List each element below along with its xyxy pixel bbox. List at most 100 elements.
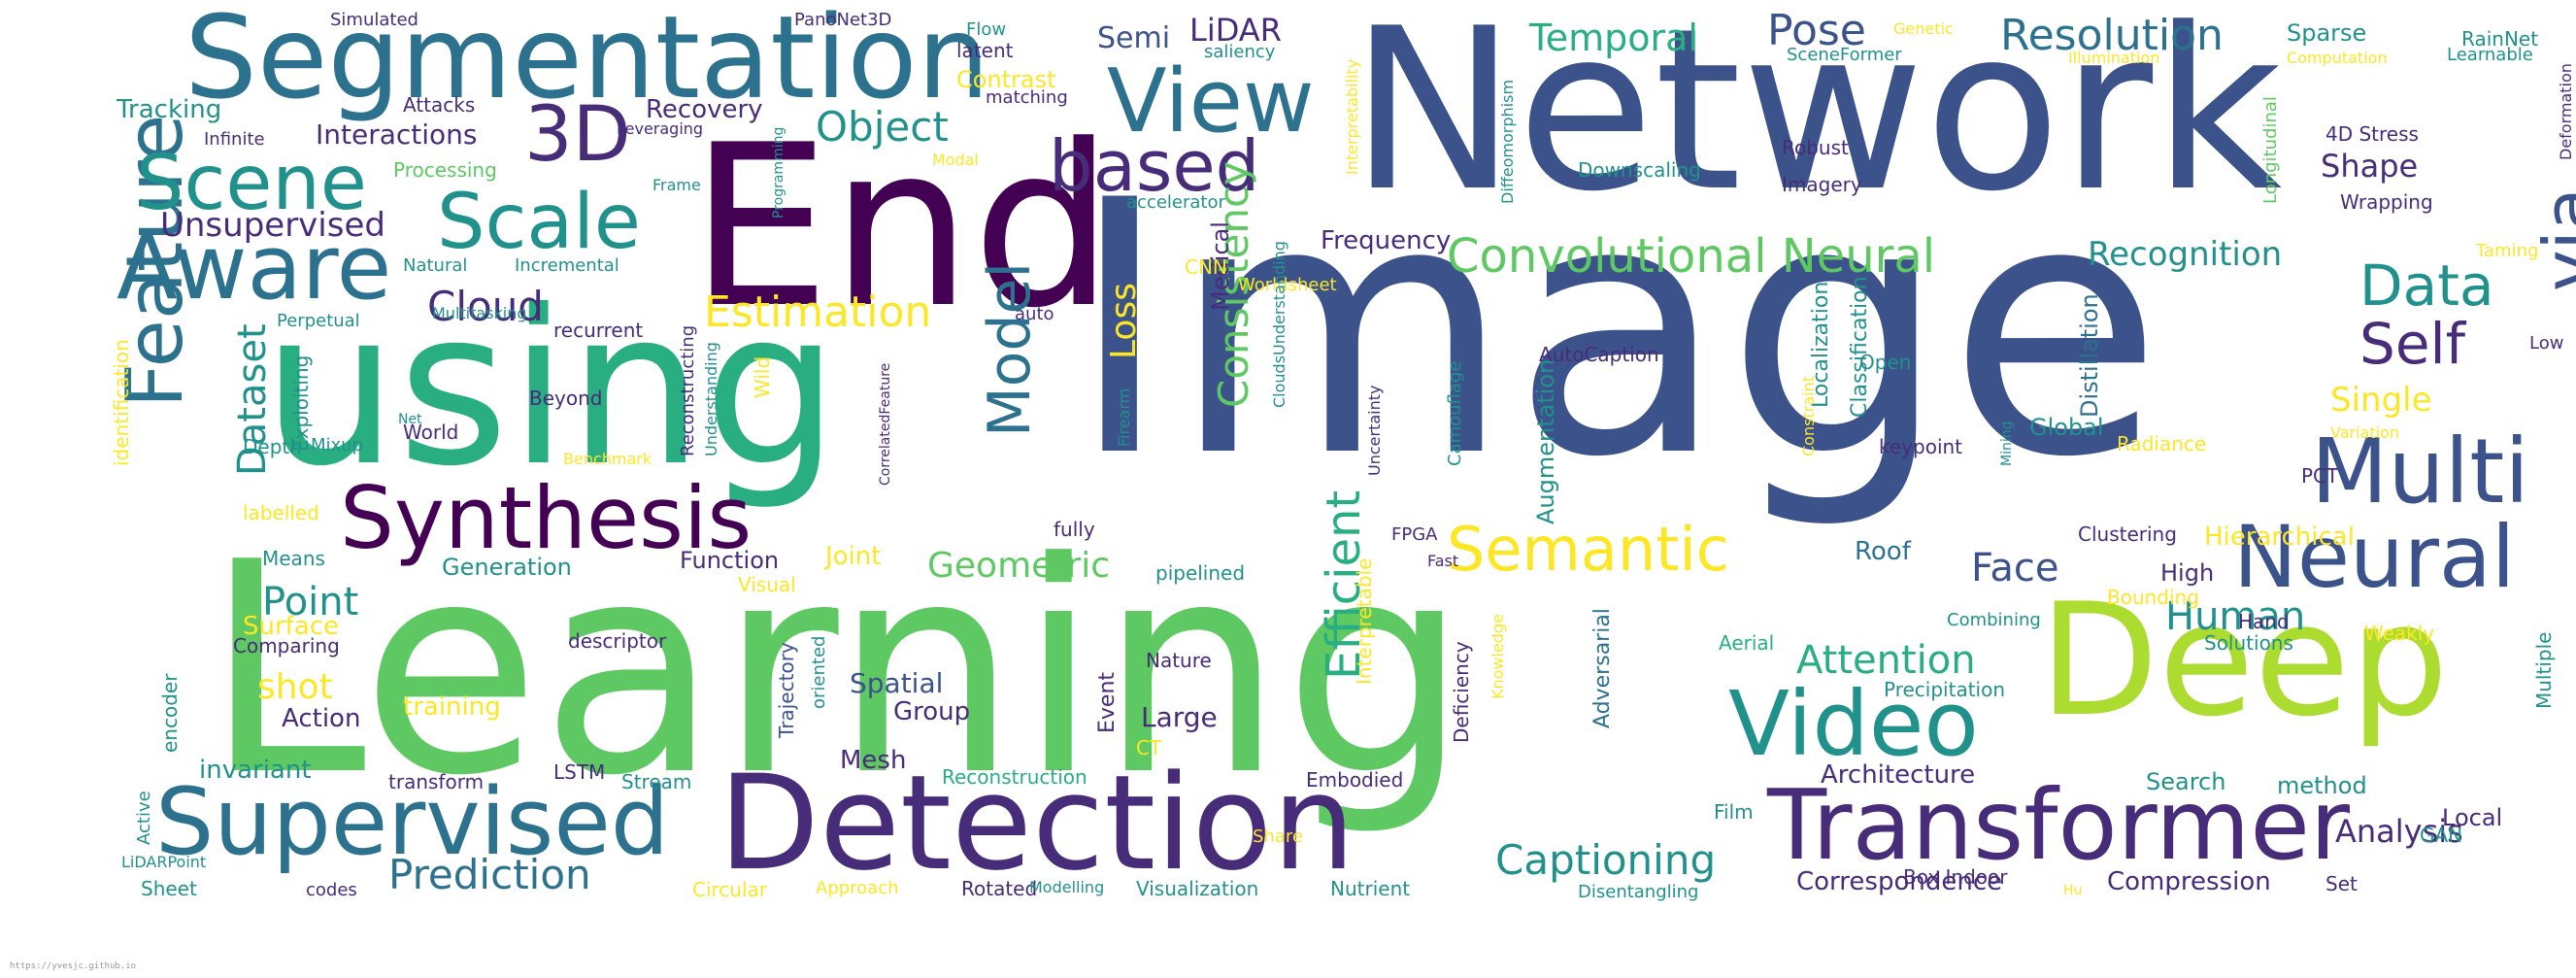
cloud-word: Nature <box>1146 649 1212 672</box>
cloud-word: Attention <box>1796 638 1976 683</box>
cloud-word: Trajectory <box>775 642 798 738</box>
cloud-word: Firearm <box>1115 388 1133 447</box>
cloud-word: Radiance <box>2117 432 2207 455</box>
cloud-word: Classification <box>1848 276 1872 418</box>
cloud-word: Geometric <box>927 546 1110 586</box>
cloud-word: Comparing <box>233 634 340 658</box>
cloud-word: Interactions <box>316 118 478 151</box>
cloud-word: Learning <box>204 500 1469 839</box>
cloud-word: Flow <box>966 19 1007 40</box>
cloud-word: Local <box>2442 804 2503 831</box>
cloud-word: End <box>689 98 1115 357</box>
cloud-word: codes <box>306 880 357 900</box>
cloud-word: Low <box>2529 333 2564 354</box>
cloud-word: saliency <box>1204 42 1276 62</box>
cloud-word: latent <box>956 39 1014 62</box>
cloud-word: Data <box>2359 253 2494 319</box>
cloud-word: Event <box>1095 671 1120 733</box>
cloud-word: Deformation <box>2557 63 2575 160</box>
cloud-word: View <box>1107 51 1315 152</box>
cloud-word: Leveraging <box>617 119 704 138</box>
cloud-word: Image <box>1068 126 2163 533</box>
cloud-word: labelled <box>243 501 319 524</box>
cloud-word: accelerator <box>1126 192 1225 213</box>
cloud-word: Detection <box>719 747 1355 899</box>
cloud-word: 4D Stress <box>2325 122 2419 146</box>
cloud-word: Modelling <box>1029 878 1105 896</box>
cloud-word: AutoCaption <box>1539 343 1659 366</box>
cloud-word: Function <box>680 547 780 574</box>
cloud-word: Hierarchical <box>2204 523 2355 552</box>
cloud-word: Model <box>976 261 1044 437</box>
cloud-word: Semi <box>1097 21 1171 55</box>
cloud-word: Visualization <box>1136 877 1259 900</box>
cloud-word: Bounding <box>2107 586 2199 609</box>
cloud-word: Disentangling <box>1578 882 1699 902</box>
cloud-word: Beyond <box>529 387 603 410</box>
cloud-word: Generation <box>442 554 572 581</box>
cloud-word: Rotated <box>961 877 1038 900</box>
cloud-word: Wrapping <box>2340 190 2433 214</box>
cloud-word: Deficiency <box>1450 641 1473 743</box>
cloud-word: Resolution <box>2000 11 2224 60</box>
cloud-word: based <box>1049 125 1260 207</box>
cloud-word: Global <box>2029 414 2104 441</box>
cloud-word: Nutrient <box>1330 877 1411 900</box>
cloud-word: Perpetual <box>277 311 360 331</box>
cloud-word: Understanding <box>702 342 720 456</box>
cloud-word: Illumination <box>2068 49 2160 67</box>
cloud-word: Film <box>1714 800 1754 824</box>
cloud-word: Correspondence <box>1796 867 2003 896</box>
cloud-word: LiDARPoint <box>121 853 207 871</box>
cloud-word: Object <box>816 103 949 151</box>
cloud-word: Interpretable <box>1353 557 1376 685</box>
cloud-word: Camouflage <box>1445 360 1465 466</box>
cloud-word: Weakly <box>2364 622 2435 645</box>
cloud-word: Mesh <box>840 746 907 775</box>
cloud-word: Neural <box>2233 507 2516 607</box>
cloud-word: Distillation <box>2076 293 2103 418</box>
cloud-word: Pose <box>1767 6 1866 55</box>
cloud-word: Shape <box>2321 148 2419 185</box>
cloud-word: Architecture <box>1821 760 1976 790</box>
cloud-word: Depth <box>243 435 302 458</box>
cloud-word: Temporal <box>1529 17 1698 59</box>
cloud-word: Knowledge <box>1489 614 1507 699</box>
cloud-word: Solutions <box>2204 631 2293 655</box>
cloud-word: 3D <box>524 91 631 179</box>
cloud-word: Simulated <box>330 10 418 30</box>
cloud-word: descriptor <box>568 629 667 653</box>
cloud-word: Spatial <box>850 667 944 699</box>
cloud-word: transform <box>388 770 485 793</box>
cloud-word: Roof <box>1855 537 1911 566</box>
cloud-word: Recognition <box>2088 235 2283 274</box>
cloud-word: Single <box>2330 381 2432 420</box>
cloud-word: Human <box>2165 594 2306 639</box>
footer-url: https://yvesjc.github.io <box>10 961 137 971</box>
cloud-word: PanoNet3D <box>794 10 892 30</box>
cloud-word: Aerial <box>1719 631 1775 655</box>
cloud-word: CT <box>1136 736 1162 759</box>
cloud-word: Constraint <box>1799 376 1818 456</box>
cloud-word: Attacks <box>403 93 476 117</box>
cloud-word: Point <box>262 580 359 624</box>
cloud-word: Synthesis <box>340 468 753 568</box>
cloud-word: Frame <box>652 176 701 194</box>
cloud-word: Share <box>1253 826 1303 847</box>
cloud-word: Contrast <box>956 66 1056 93</box>
cloud-word: Scale <box>437 179 641 266</box>
cloud-word: FPGA <box>1391 524 1438 545</box>
cloud-word: World <box>403 421 459 444</box>
cloud-word: LiDAR <box>1189 12 1282 49</box>
cloud-word: auto <box>1015 304 1054 324</box>
cloud-word: Downscaling <box>1578 158 1701 182</box>
cloud-word: Multiple <box>2532 631 2556 709</box>
cloud-word: Modal <box>932 151 979 169</box>
cloud-word: Imagery <box>1782 173 1862 196</box>
cloud-word: Action <box>282 704 361 733</box>
cloud-word: PCT <box>2301 464 2339 488</box>
cloud-word: Deep <box>2039 569 2449 751</box>
cloud-word: Open <box>1859 351 1912 374</box>
cloud-word: Estimation <box>704 287 932 337</box>
